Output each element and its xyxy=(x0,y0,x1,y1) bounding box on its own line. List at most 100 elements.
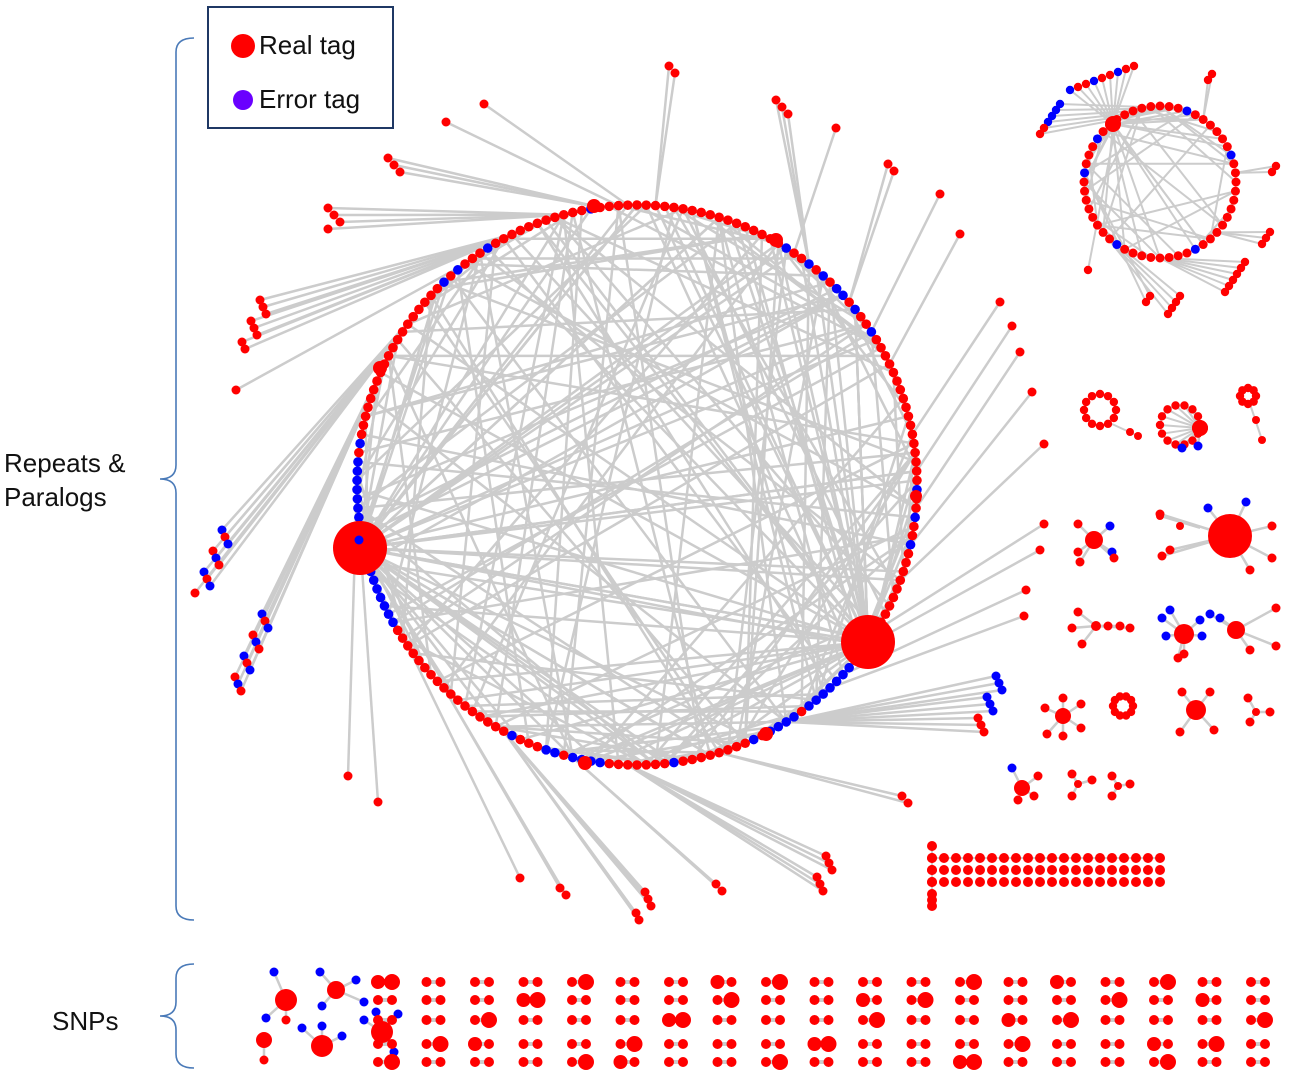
real-tag-node xyxy=(1126,695,1136,705)
real-tag-node xyxy=(1071,865,1081,875)
real-tag-node xyxy=(421,1039,432,1049)
real-tag-node xyxy=(426,290,436,301)
real-tag-node xyxy=(1115,621,1125,631)
real-tag-node xyxy=(397,327,408,337)
edge xyxy=(709,640,869,757)
real-tag-node xyxy=(529,992,546,1008)
real-tag-node xyxy=(678,1057,688,1067)
real-tag-node xyxy=(796,253,807,264)
real-tag-node xyxy=(876,342,886,353)
real-tag-node xyxy=(358,420,369,431)
real-tag-node xyxy=(1186,700,1206,720)
real-tag-node xyxy=(953,1055,967,1069)
real-tag-node xyxy=(1109,413,1119,423)
edge xyxy=(853,309,870,643)
edge xyxy=(544,210,584,750)
edge xyxy=(1095,624,1131,630)
real-tag-node xyxy=(1083,853,1093,863)
real-tag-node xyxy=(1075,557,1085,567)
edge xyxy=(1102,130,1235,165)
edge xyxy=(792,127,838,254)
real-tag-node xyxy=(1107,865,1117,875)
real-tag-node xyxy=(789,248,799,258)
real-tag-node xyxy=(1100,1015,1111,1025)
real-tag-node xyxy=(261,309,271,319)
edge xyxy=(359,204,629,549)
real-tag-node xyxy=(1088,142,1098,152)
edge xyxy=(356,488,869,644)
edge xyxy=(1159,257,1242,269)
real-tag-node xyxy=(855,311,866,322)
edge xyxy=(1112,118,1204,125)
error-tag-node xyxy=(831,676,842,687)
real-tag-node xyxy=(435,977,446,987)
real-tag-node xyxy=(975,853,985,863)
real-tag-node xyxy=(823,1015,834,1025)
real-tag-node xyxy=(629,977,640,987)
error-tag-node xyxy=(351,975,361,985)
real-tag-node xyxy=(260,616,270,626)
real-tag-node xyxy=(414,304,424,315)
real-tag-node xyxy=(1245,645,1255,655)
error-tag-node xyxy=(257,609,267,619)
error-tag-node xyxy=(379,601,390,611)
error-tag-node xyxy=(818,689,829,699)
edge xyxy=(361,294,844,537)
real-tag-node xyxy=(963,877,973,887)
real-tag-node xyxy=(696,207,707,218)
edge xyxy=(911,301,1002,436)
real-tag-node xyxy=(550,212,560,223)
real-tag-node xyxy=(1260,1057,1270,1067)
real-tag-node xyxy=(435,1057,446,1067)
real-tag-node xyxy=(329,210,339,220)
real-tag-node xyxy=(1208,514,1252,558)
real-tag-node xyxy=(1073,82,1083,92)
real-tag-node xyxy=(1141,297,1151,307)
real-tag-node xyxy=(821,851,831,861)
error-tag-node xyxy=(317,1001,327,1011)
real-tag-node xyxy=(927,877,937,887)
real-tag-node xyxy=(371,975,385,989)
real-tag-node xyxy=(1098,127,1108,137)
real-tag-node xyxy=(1076,699,1086,709)
real-tag-node xyxy=(237,337,247,347)
real-tag-node xyxy=(1001,1013,1016,1027)
real-tag-node xyxy=(567,1015,577,1025)
real-tag-node xyxy=(712,995,723,1005)
real-tag-node xyxy=(1014,780,1030,796)
real-tag-node xyxy=(1236,263,1246,273)
real-tag-node xyxy=(1059,865,1069,875)
real-tag-node xyxy=(712,1039,723,1049)
error-tag-node xyxy=(263,623,273,633)
real-tag-node xyxy=(581,995,591,1005)
edge xyxy=(1112,123,1228,148)
real-tag-node xyxy=(1224,281,1234,291)
real-tag-node xyxy=(1052,1057,1062,1067)
error-tag-node xyxy=(352,484,362,495)
error-tag-node xyxy=(315,967,325,977)
edge xyxy=(544,207,676,751)
edge xyxy=(479,640,869,719)
edge xyxy=(359,287,838,528)
real-tag-node xyxy=(373,361,387,375)
error-tag-node xyxy=(905,539,916,550)
edge xyxy=(1069,89,1114,125)
real-tag-node xyxy=(1218,220,1228,230)
real-tag-node xyxy=(1017,1057,1028,1067)
real-tag-node xyxy=(761,1057,771,1067)
real-tag-node xyxy=(1067,623,1077,633)
real-tag-node xyxy=(731,218,742,229)
error-tag-node xyxy=(1177,443,1187,453)
error-tag-node xyxy=(354,535,364,545)
real-tag-node xyxy=(927,865,937,875)
error-tag-node xyxy=(297,1023,307,1033)
real-tag-node xyxy=(726,1039,737,1049)
real-tag-node xyxy=(783,109,793,119)
error-tag-node xyxy=(1165,605,1175,615)
edge xyxy=(571,756,723,892)
edge xyxy=(1216,231,1263,245)
edge xyxy=(253,233,513,330)
real-tag-node xyxy=(323,224,333,234)
real-tag-node xyxy=(615,1015,626,1025)
real-tag-node xyxy=(761,977,771,987)
